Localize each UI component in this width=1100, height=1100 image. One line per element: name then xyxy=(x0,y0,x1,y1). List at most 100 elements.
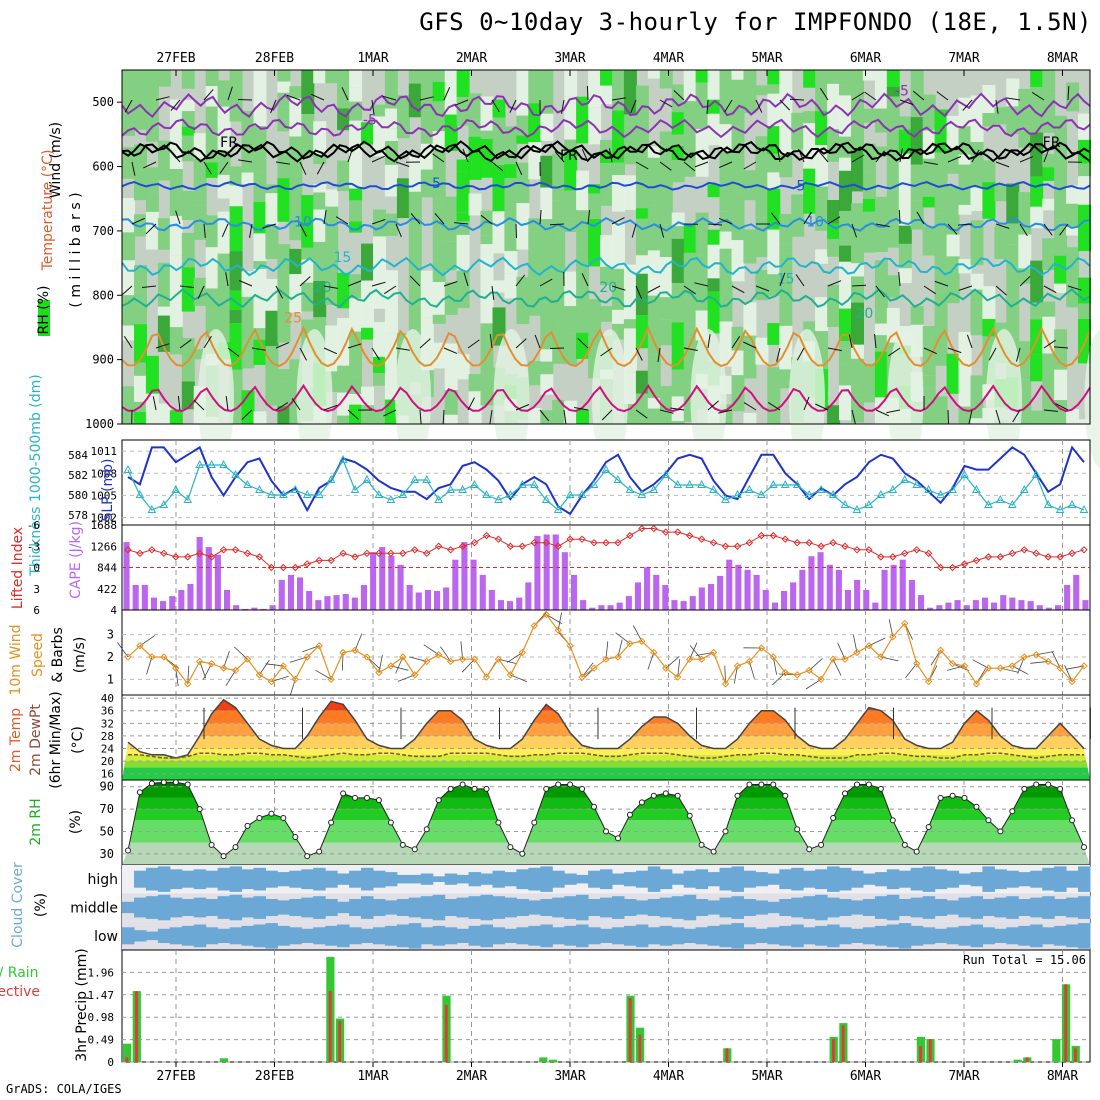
rh-cell xyxy=(922,196,936,208)
cloud-cell xyxy=(827,897,840,918)
wind-barb xyxy=(491,99,500,113)
rh-cell xyxy=(552,200,566,235)
rh-cell xyxy=(862,363,876,403)
cloud-cell xyxy=(241,925,254,946)
li-marker xyxy=(817,542,825,550)
wind-barb xyxy=(409,275,421,287)
cloud-cell xyxy=(313,927,326,945)
rh-cell xyxy=(743,412,757,424)
cloud-cell xyxy=(157,866,171,892)
wind-barb xyxy=(601,409,613,421)
wind-barb xyxy=(630,99,637,114)
li-marker xyxy=(996,553,1005,561)
rh2m-marker xyxy=(268,810,275,817)
rh-cell xyxy=(671,226,685,239)
rh-cell xyxy=(564,271,578,307)
rh-cell xyxy=(396,333,410,343)
li-marker xyxy=(781,535,789,543)
rh-cell xyxy=(504,164,518,178)
rh-cell xyxy=(647,250,661,296)
rh-cell xyxy=(444,114,458,151)
precip-tick-label: 1.96 xyxy=(88,966,115,979)
cloud-cell xyxy=(432,925,446,946)
rh2m-marker xyxy=(626,811,633,818)
cape-bar xyxy=(397,564,404,610)
thickness-marker xyxy=(1019,484,1029,493)
rh-cell xyxy=(241,340,255,359)
li-marker xyxy=(757,531,766,540)
rh-cell xyxy=(229,166,243,186)
wind-barb xyxy=(443,281,458,287)
rh-cell xyxy=(277,151,291,179)
rh-cell xyxy=(803,168,817,214)
cloud-cell xyxy=(157,928,171,943)
cloud-cell xyxy=(384,925,398,946)
thickness-marker xyxy=(685,479,694,488)
temp2m-axis-label: 2m Temp xyxy=(8,708,24,772)
rh-cell xyxy=(719,248,733,283)
wind-barb xyxy=(779,99,791,111)
rh-cell xyxy=(313,242,327,261)
isotherm-label: 20 xyxy=(314,280,332,296)
rh-cell xyxy=(456,354,470,380)
rh-cell xyxy=(516,70,530,116)
cloud-cell xyxy=(982,899,995,916)
wind-barb xyxy=(657,347,661,362)
rh-cell xyxy=(229,309,243,324)
wind-barb xyxy=(611,217,625,225)
wind10m-barb xyxy=(440,646,451,662)
cape-bar xyxy=(224,590,231,610)
cloud-cell xyxy=(480,894,493,921)
thickness-marker xyxy=(195,459,205,468)
rh-cell xyxy=(253,295,267,329)
cloud-cell xyxy=(994,897,1007,918)
rh-cell xyxy=(719,185,733,212)
wind-barb xyxy=(249,223,253,238)
wind10m-barb xyxy=(234,646,248,660)
rh-cell xyxy=(384,270,398,287)
cloud-cell xyxy=(241,897,254,918)
cloud-cell xyxy=(683,928,697,943)
rh-cell xyxy=(181,99,195,112)
rh-cell xyxy=(1078,303,1091,319)
cloud-cell xyxy=(958,925,971,946)
rh-cell xyxy=(420,110,434,144)
cape-bar xyxy=(698,587,705,610)
rh-cell xyxy=(169,327,183,355)
cape-bar xyxy=(790,582,797,610)
rh2m-marker xyxy=(495,819,502,826)
cloud-cell xyxy=(767,927,780,945)
rh-cell xyxy=(313,260,327,272)
rh-cell xyxy=(707,278,721,292)
rh-cell xyxy=(229,206,243,252)
wind-barb xyxy=(659,161,672,171)
rh-cell xyxy=(839,210,852,246)
rh-cell xyxy=(337,365,351,393)
wind10m-barb xyxy=(117,642,129,658)
wind10m-marker xyxy=(1008,662,1017,670)
wind10m-barb xyxy=(1012,665,1029,675)
cloud-cell xyxy=(659,897,673,918)
li-marker xyxy=(446,546,455,554)
wind-barb xyxy=(934,280,949,287)
rh-cell xyxy=(181,70,195,89)
cloud-cell xyxy=(564,873,577,885)
li-marker xyxy=(470,539,479,547)
bottom-date-label: 1MAR xyxy=(357,1069,388,1084)
wind-barb xyxy=(410,212,421,225)
rh-cell xyxy=(1018,206,1032,235)
run-total-label: Run Total = 15.06 xyxy=(963,953,1086,967)
cape-bar xyxy=(1073,574,1080,610)
wind-barb xyxy=(463,272,469,287)
cape-axis-label: CAPE (J/kg) xyxy=(68,521,84,599)
cloud-cell xyxy=(1066,897,1079,918)
rh-cell xyxy=(862,198,876,212)
rh-cell xyxy=(755,145,769,185)
cape-bar xyxy=(187,584,194,610)
precip-total-bar xyxy=(1013,1059,1022,1062)
cape-bar xyxy=(826,564,833,610)
rh-cell xyxy=(444,282,458,300)
cloud-cell xyxy=(623,899,637,916)
wind-barb xyxy=(798,148,805,163)
rh-cell xyxy=(647,157,661,206)
